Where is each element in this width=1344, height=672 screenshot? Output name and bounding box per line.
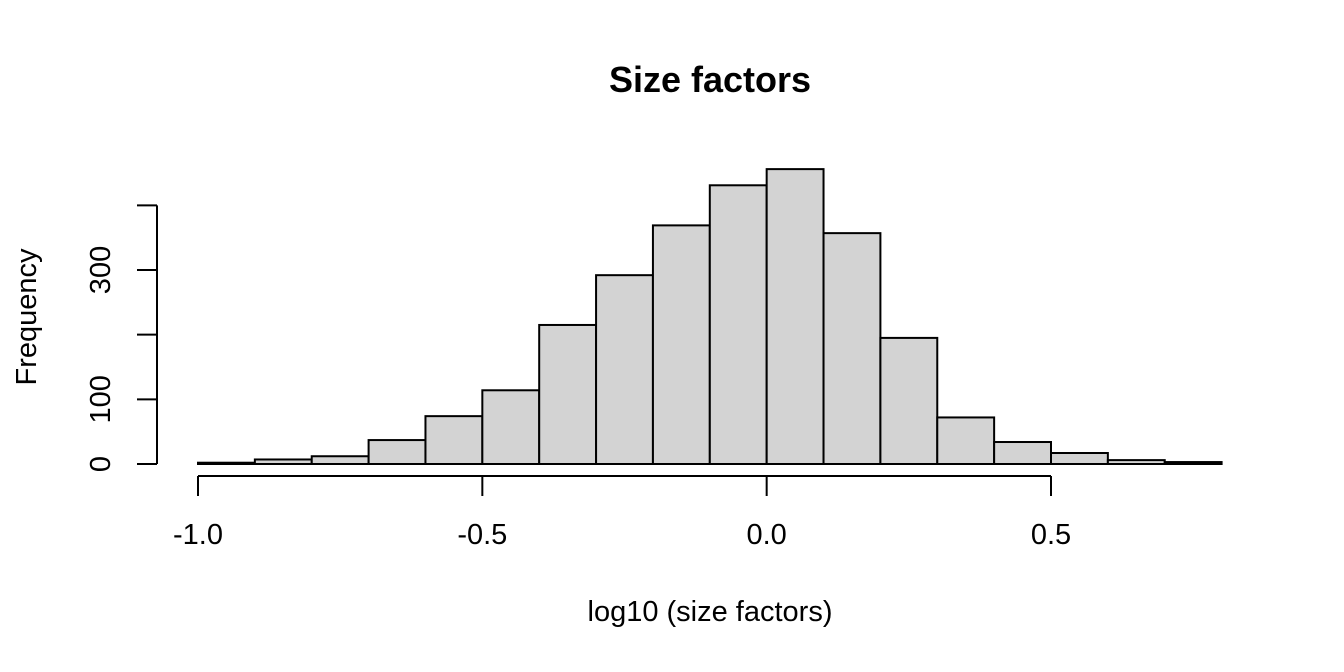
histogram-bar bbox=[1050, 452, 1109, 465]
histogram-bar bbox=[367, 439, 427, 465]
x-tick-label: -1.0 bbox=[173, 519, 223, 551]
histogram-bar bbox=[197, 461, 256, 465]
histogram-bar bbox=[595, 274, 654, 465]
y-tick-label: 100 bbox=[85, 375, 117, 423]
histogram-bar bbox=[424, 415, 484, 465]
histogram-bar bbox=[481, 389, 541, 465]
x-tick-label: 0.0 bbox=[747, 519, 787, 551]
x-axis: -1.0 -0.5 0.0 0.5 bbox=[173, 475, 1071, 551]
y-tick-label: 300 bbox=[85, 246, 117, 294]
histogram-bar bbox=[651, 224, 711, 465]
histogram-bar bbox=[310, 455, 370, 465]
chart-title: Size factors bbox=[609, 59, 811, 100]
histogram-bar bbox=[822, 232, 882, 465]
x-tick-label: -0.5 bbox=[457, 519, 507, 551]
histogram-bar bbox=[538, 323, 598, 466]
histogram-bars bbox=[197, 168, 1223, 466]
y-tick-label: 0 bbox=[85, 456, 117, 472]
histogram-bar bbox=[1106, 459, 1166, 465]
y-axis: 0 100 300 bbox=[85, 204, 158, 472]
histogram-bar bbox=[879, 336, 939, 465]
histogram-bar bbox=[253, 458, 313, 465]
histogram-bar bbox=[765, 168, 825, 465]
y-axis-label: Frequency bbox=[11, 248, 43, 386]
histogram-bar bbox=[708, 184, 768, 466]
x-tick-label: 0.5 bbox=[1031, 519, 1071, 551]
x-axis-label: log10 (size factors) bbox=[588, 596, 833, 628]
histogram-bar bbox=[993, 441, 1053, 466]
histogram-bar bbox=[1163, 461, 1223, 465]
histogram-bar bbox=[936, 416, 996, 466]
